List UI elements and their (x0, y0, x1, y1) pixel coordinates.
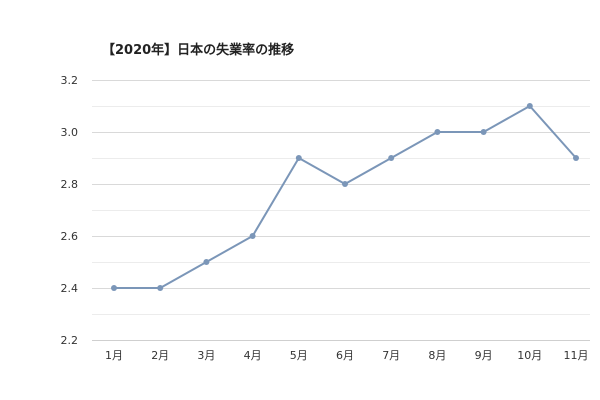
x-tick-label: 11月 (564, 349, 589, 362)
data-series (111, 103, 579, 291)
x-tick-label: 9月 (475, 349, 493, 362)
x-tick-label: 4月 (244, 349, 262, 362)
x-tick-label: 3月 (197, 349, 215, 362)
axis-labels: 2.2 2.4 2.6 2.8 3.0 3.2 1月 2月 3月 4月 5月 6月 7月 8月 9月 10月 1… (61, 74, 589, 362)
y-tick-label: 2.6 (61, 230, 79, 243)
data-point (157, 285, 164, 291)
gridlines (92, 80, 590, 341)
series-line (114, 105, 577, 289)
data-point (526, 103, 533, 109)
x-tick-label: 7月 (382, 349, 400, 362)
data-point (203, 259, 210, 265)
data-point (480, 129, 487, 135)
y-tick-label: 3.2 (61, 74, 79, 87)
x-tick-label: 1月 (105, 349, 123, 362)
data-point (342, 181, 348, 187)
x-tick-label: 10月 (517, 349, 542, 362)
x-tick-label: 2月 (151, 349, 169, 362)
data-point (249, 233, 256, 239)
data-point (573, 155, 579, 161)
x-tick-label: 6月 (336, 349, 354, 362)
data-point (434, 129, 441, 135)
data-point (295, 155, 302, 161)
data-point (388, 155, 395, 161)
y-tick-label: 2.4 (61, 282, 79, 295)
x-tick-label: 5月 (290, 349, 308, 362)
y-tick-label: 2.2 (61, 334, 79, 347)
x-tick-label: 8月 (428, 349, 446, 362)
y-tick-label: 2.8 (61, 178, 79, 191)
chart-title: 【2020年】日本の失業率の推移 (102, 43, 295, 58)
data-point (111, 285, 117, 291)
y-tick-label: 3.0 (61, 126, 79, 139)
